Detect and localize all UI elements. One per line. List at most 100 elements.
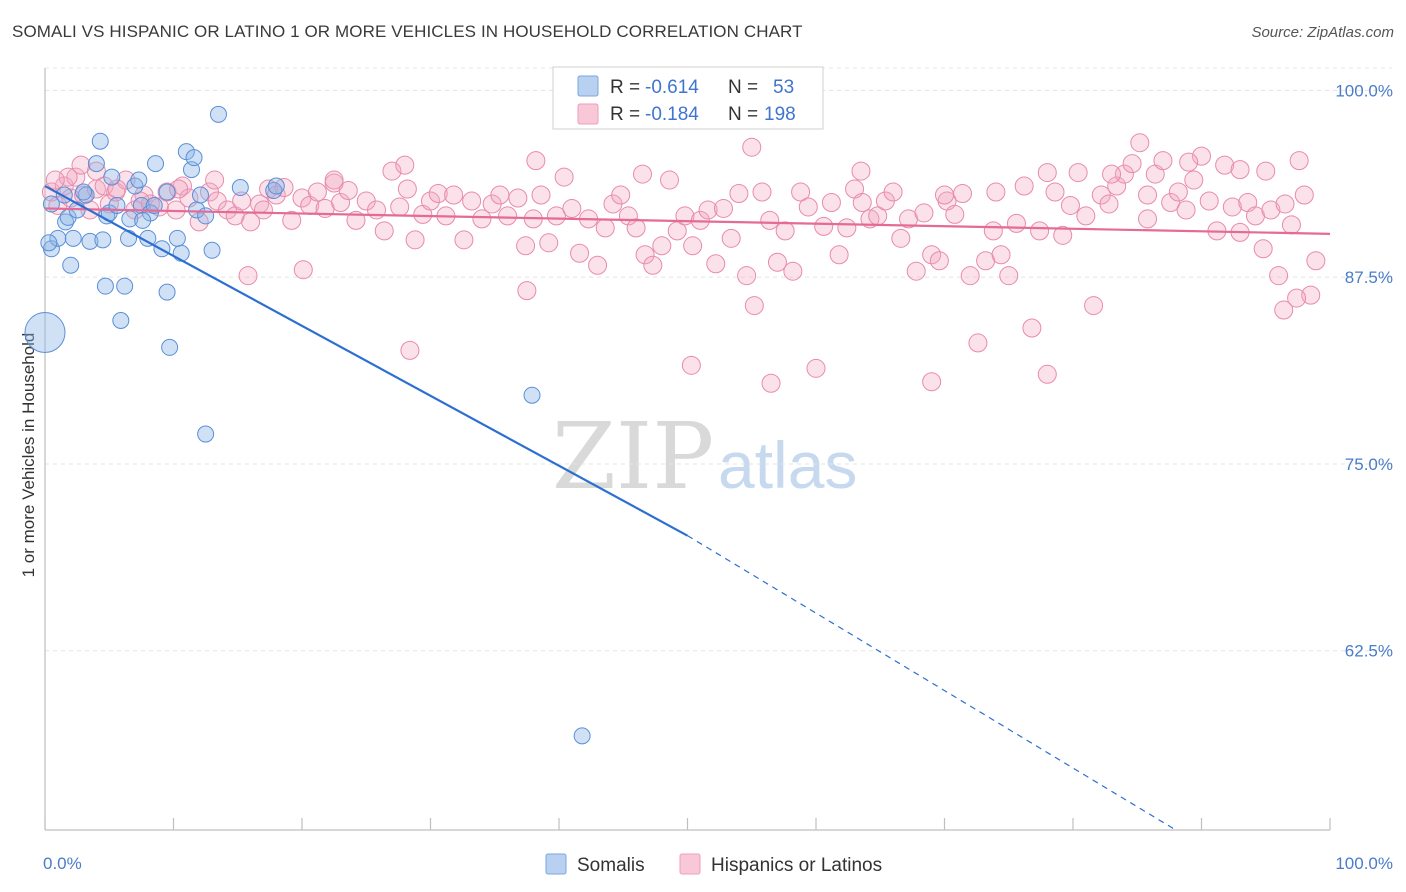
data-point-somali-large <box>24 311 66 353</box>
data-point-hispanic <box>282 210 302 230</box>
data-point-hispanic <box>1294 185 1314 205</box>
data-point-hispanic <box>172 176 192 196</box>
data-point-hispanic <box>595 218 615 238</box>
trend-line-somalis <box>44 185 689 537</box>
data-point-hispanic <box>238 266 258 286</box>
data-point-hispanic <box>744 296 764 316</box>
legend-n-label-somalis: N = <box>728 77 758 98</box>
data-point-hispanic <box>660 170 680 190</box>
data-point-hispanic <box>1215 155 1235 175</box>
y-tick-label: 62.5% <box>1345 642 1393 661</box>
data-point-hispanic <box>331 192 351 212</box>
data-point-somali <box>185 149 203 167</box>
data-point-somali <box>49 229 67 247</box>
data-point-somali <box>158 283 176 301</box>
data-point-hispanic <box>562 198 582 218</box>
data-point-hispanic <box>307 182 327 202</box>
data-point-hispanic <box>1287 288 1307 308</box>
data-point-hispanic <box>611 185 631 205</box>
data-point-somali <box>523 386 541 404</box>
legend-r-label-somalis: R = <box>610 77 640 98</box>
legend-r-value-somalis: -0.614 <box>645 77 699 98</box>
data-point-somali <box>191 186 209 204</box>
data-point-hispanic <box>462 191 482 211</box>
data-point-hispanic <box>851 161 871 181</box>
data-point-hispanic <box>643 255 663 275</box>
data-point-hispanic <box>891 228 911 248</box>
data-point-hispanic <box>570 243 590 263</box>
data-point-hispanic <box>991 245 1011 265</box>
data-point-somali <box>197 425 215 443</box>
data-point-hispanic <box>742 137 762 157</box>
data-point-hispanic <box>1261 200 1281 220</box>
data-point-hispanic <box>906 261 926 281</box>
data-point-hispanic <box>1037 163 1057 183</box>
data-point-hispanic <box>1253 239 1273 259</box>
data-point-somali <box>130 171 148 189</box>
data-point-hispanic <box>421 191 440 211</box>
data-point-hispanic <box>1256 161 1276 181</box>
data-point-hispanic <box>1192 146 1211 166</box>
data-point-hispanic <box>729 184 749 204</box>
series-somalis-points <box>24 105 591 745</box>
data-point-hispanic <box>1289 151 1309 171</box>
data-point-hispanic <box>338 181 358 201</box>
data-point-hispanic <box>405 230 425 250</box>
data-point-hispanic <box>814 216 834 236</box>
data-point-hispanic <box>1068 163 1088 183</box>
chart-title: SOMALI VS HISPANIC OR LATINO 1 OR MORE V… <box>12 22 803 41</box>
data-point-hispanic <box>1130 133 1150 153</box>
data-point-hispanic <box>58 167 78 187</box>
data-point-somali <box>209 105 227 123</box>
data-point-hispanic <box>374 221 394 241</box>
data-point-hispanic <box>952 184 972 204</box>
data-point-somali <box>172 244 190 262</box>
data-point-hispanic <box>683 236 703 256</box>
source-label: Source: ZipAtlas.com <box>1251 24 1394 41</box>
data-point-hispanic <box>169 179 189 199</box>
trend-line-hispanics <box>44 207 1331 235</box>
data-point-hispanic <box>767 252 787 272</box>
data-point-hispanic <box>1281 215 1301 235</box>
data-point-somali <box>77 186 95 204</box>
data-point-somali <box>116 277 134 295</box>
data-point-somali <box>57 213 75 231</box>
bottom-legend-swatch-hispanics <box>679 853 701 875</box>
data-point-hispanic <box>546 206 566 226</box>
data-point-hispanic <box>681 355 701 375</box>
data-point-hispanic <box>783 261 803 281</box>
data-point-hispanic <box>1153 151 1173 171</box>
y-tick-label: 100.0% <box>1335 81 1393 100</box>
data-point-hispanic <box>293 260 313 280</box>
data-point-hispanic <box>253 200 273 220</box>
bottom-legend: Somalis Hispanics or Latinos <box>545 853 882 876</box>
data-point-hispanic <box>761 373 781 393</box>
data-point-hispanic <box>531 185 551 205</box>
legend-n-value-hispanics: 198 <box>764 104 796 125</box>
trend-line-somalis-extrapolated <box>687 535 1177 831</box>
data-point-somali <box>62 256 80 274</box>
data-point-hispanic <box>1138 185 1158 205</box>
data-point-hispanic <box>1006 213 1026 233</box>
bottom-legend-label-hispanics: Hispanics or Latinos <box>711 855 882 876</box>
data-point-hispanic <box>1037 364 1057 384</box>
data-point-hispanic <box>472 209 492 229</box>
legend-n-label-hispanics: N = <box>728 104 758 125</box>
data-point-hispanic <box>914 203 934 223</box>
data-point-hispanic <box>1076 206 1096 226</box>
data-point-somali <box>168 229 186 247</box>
data-point-hispanic <box>1053 225 1073 245</box>
data-point-hispanic <box>324 170 344 190</box>
data-point-somali <box>81 232 99 250</box>
data-point-hispanic <box>217 200 237 220</box>
data-point-hispanic <box>737 266 757 286</box>
data-point-hispanic <box>45 170 65 190</box>
data-point-somali <box>112 312 130 330</box>
data-point-hispanic <box>554 167 574 187</box>
data-point-hispanic <box>1138 209 1158 229</box>
data-point-hispanic <box>454 230 474 250</box>
data-point-hispanic <box>1099 194 1119 214</box>
x-tick-marks <box>44 818 1331 830</box>
data-point-hispanic <box>1176 200 1196 220</box>
data-point-hispanic <box>1107 176 1127 196</box>
